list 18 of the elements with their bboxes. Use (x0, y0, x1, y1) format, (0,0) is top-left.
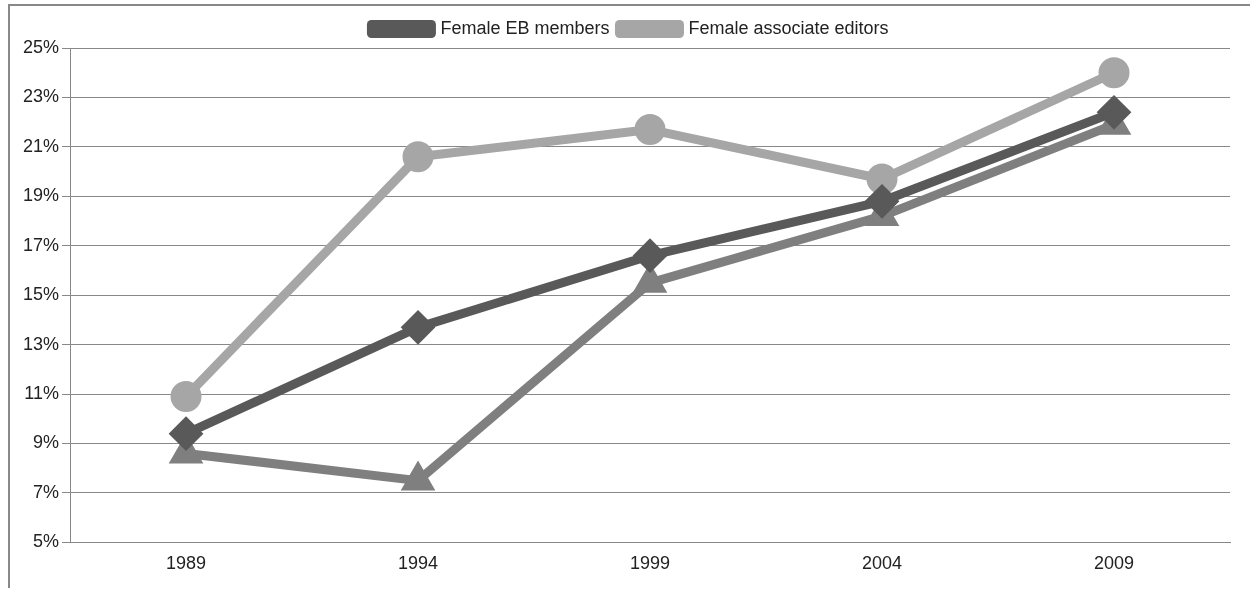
y-tick-label: 11% (24, 383, 60, 404)
x-tick-label: 1999 (629, 553, 671, 574)
y-tick-label: 17% (23, 234, 60, 255)
y-tick-label: 25% (23, 36, 60, 57)
legend-label: Female associate editors (688, 17, 889, 38)
x-tick-label: 1994 (398, 553, 439, 574)
y-tick-label: 9% (33, 432, 60, 453)
x-tick-label: 2009 (1093, 553, 1135, 574)
x-tick-label: 2004 (861, 553, 903, 574)
y-tick-label: 23% (23, 86, 60, 107)
legend-label: Female EB members (440, 17, 610, 38)
x-tick-label: 1989 (166, 553, 207, 574)
y-tick-label: 15% (23, 284, 60, 305)
y-tick-label: 5% (33, 531, 60, 552)
y-tick-label: 7% (33, 481, 60, 502)
y-tick-label: 21% (23, 135, 60, 156)
y-tick-label: 13% (23, 333, 60, 354)
y-tick-label: 19% (23, 185, 60, 206)
